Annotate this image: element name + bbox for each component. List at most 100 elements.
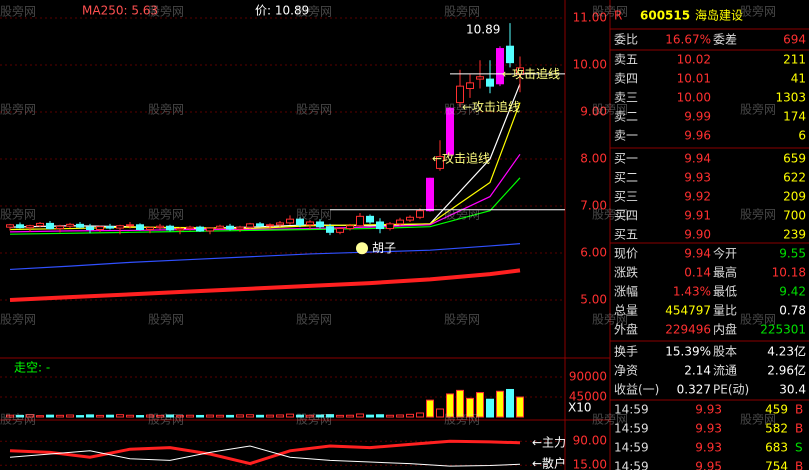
book-label: 买二 bbox=[614, 171, 638, 185]
ma-label: MA250: 5.63 bbox=[82, 4, 158, 18]
annotation: ←攻击追线 bbox=[432, 151, 490, 166]
candle-body bbox=[356, 215, 364, 227]
watermark: 股旁网 bbox=[592, 4, 628, 19]
watermark: 股旁网 bbox=[592, 412, 628, 427]
candle-body bbox=[436, 156, 444, 169]
watermark: 股旁网 bbox=[296, 312, 332, 327]
volume-bar bbox=[246, 414, 254, 418]
volume-bar bbox=[206, 414, 214, 418]
candle-body bbox=[106, 226, 114, 229]
volume-bar bbox=[266, 414, 274, 418]
watermark: 股旁网 bbox=[296, 412, 332, 427]
price-label: 价: 10.89 bbox=[255, 4, 309, 18]
quote-value: 0.327 bbox=[677, 383, 711, 397]
trade-volume: 582 bbox=[765, 422, 788, 436]
volume-bar bbox=[46, 414, 54, 418]
volume-bar bbox=[216, 414, 224, 418]
candle-body bbox=[416, 210, 424, 218]
volume-bar bbox=[316, 414, 324, 418]
y-tick-label: 8.00 bbox=[580, 152, 607, 166]
volume-bar bbox=[66, 414, 74, 418]
indicator-line bbox=[9, 445, 521, 467]
candle-body bbox=[216, 225, 224, 229]
volume-bar bbox=[516, 396, 524, 418]
volume-bar bbox=[416, 412, 424, 418]
stock-code: 600515 bbox=[640, 9, 690, 23]
candle-body bbox=[26, 225, 34, 229]
watermark: 股旁网 bbox=[740, 207, 776, 222]
volume-bar bbox=[466, 397, 474, 418]
annotation: ←攻击追线 bbox=[462, 99, 520, 114]
y-tick-label: 7.00 bbox=[580, 199, 607, 213]
quote-label: 换手 bbox=[614, 345, 638, 359]
volume-label: 走空: - bbox=[14, 361, 50, 375]
watermark: 股旁网 bbox=[444, 412, 480, 427]
book-price: 9.93 bbox=[684, 171, 711, 185]
volume-bar bbox=[306, 414, 314, 418]
y-tick-label: 5.00 bbox=[580, 293, 607, 307]
quote-value: 15.39% bbox=[665, 345, 711, 359]
trade-price: 9.93 bbox=[695, 441, 722, 455]
trade-volume: 683 bbox=[765, 441, 788, 455]
candle-body bbox=[466, 82, 474, 90]
trade-time: 14:59 bbox=[614, 422, 649, 436]
book-price: 9.91 bbox=[684, 209, 711, 223]
trade-side: S bbox=[795, 441, 803, 455]
volume-bar bbox=[16, 414, 24, 418]
y-tick-label: 90000 bbox=[569, 370, 607, 384]
candle-body bbox=[246, 223, 254, 228]
candle-body bbox=[126, 224, 134, 227]
book-price: 9.92 bbox=[684, 190, 711, 204]
quote-value: 2.14 bbox=[684, 364, 711, 378]
quote-label: 外盘 bbox=[614, 322, 638, 337]
quote-value: 225301 bbox=[760, 323, 806, 337]
book-label: 卖四 bbox=[614, 72, 638, 86]
quote-label: 股本 bbox=[713, 345, 737, 359]
candle-body bbox=[46, 222, 54, 230]
candle-body bbox=[456, 85, 464, 104]
trade-volume: 459 bbox=[765, 403, 788, 417]
volume-bar bbox=[436, 408, 444, 418]
volume-bar bbox=[506, 388, 514, 418]
volume-bar bbox=[476, 392, 484, 418]
candle-body bbox=[426, 177, 434, 212]
y-tick-label: 90.00 bbox=[573, 434, 607, 448]
volume-bar bbox=[156, 414, 164, 418]
watermark: 股旁网 bbox=[148, 312, 184, 327]
volume-bar bbox=[186, 414, 194, 418]
quote-label: 委差 bbox=[713, 33, 737, 47]
quote-value: 229496 bbox=[665, 323, 711, 337]
candle-body bbox=[306, 221, 314, 226]
volume-bar bbox=[296, 414, 304, 418]
quote-label: 涨跌 bbox=[614, 265, 638, 280]
quote-value: 0.14 bbox=[684, 266, 711, 280]
volume-bar bbox=[116, 414, 124, 418]
candle-body bbox=[236, 226, 244, 230]
trade-time: 14:59 bbox=[614, 441, 649, 455]
book-volume: 41 bbox=[791, 72, 806, 86]
volume-bar bbox=[486, 398, 494, 418]
candle-body bbox=[476, 76, 484, 80]
quote-label: 委比 bbox=[614, 33, 638, 47]
candle-body bbox=[6, 224, 14, 228]
volume-bar bbox=[256, 414, 264, 418]
quote-value: 694 bbox=[783, 33, 806, 47]
annotation: 胡子 bbox=[372, 241, 396, 255]
volume-bar bbox=[346, 414, 354, 418]
quote-value: 9.94 bbox=[684, 247, 711, 261]
book-volume: 1303 bbox=[775, 91, 806, 105]
high-label: 10.89 bbox=[466, 23, 500, 37]
quote-label: 净资 bbox=[614, 364, 638, 378]
book-volume: 209 bbox=[783, 190, 806, 204]
candle-body bbox=[376, 221, 384, 230]
watermark: 股旁网 bbox=[444, 312, 480, 327]
watermark: 股旁网 bbox=[0, 312, 36, 327]
trade-time: 14:59 bbox=[614, 403, 649, 417]
y-tick-label: 45000 bbox=[569, 390, 607, 404]
volume-bar bbox=[386, 414, 394, 418]
candle-body bbox=[166, 225, 174, 231]
volume-bar bbox=[286, 413, 294, 418]
book-price: 9.90 bbox=[684, 228, 711, 242]
